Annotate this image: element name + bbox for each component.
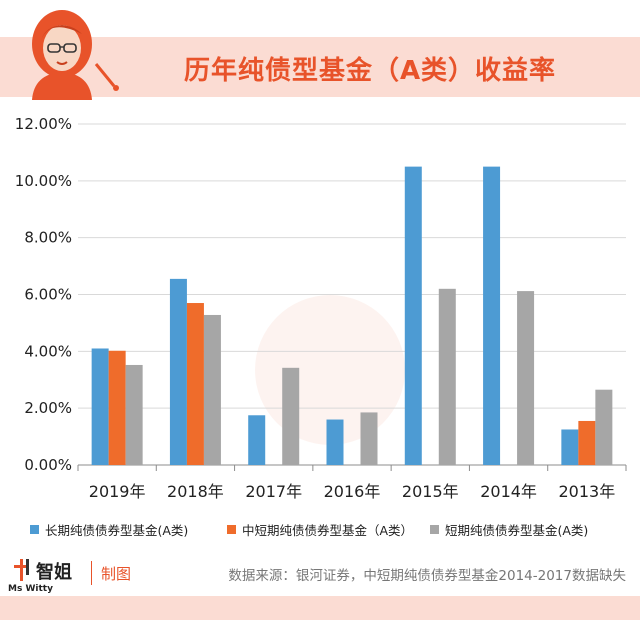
bar	[578, 420, 596, 465]
bottom-strip	[0, 596, 640, 620]
avatar	[32, 10, 119, 100]
y-tick-label: 10.00%	[15, 172, 72, 190]
legend-swatch	[227, 525, 236, 534]
footer: 智姐 Ms Witty 制图 数据来源：银河证券，中短期纯债债券型基金2014-…	[0, 553, 640, 593]
y-tick-label: 8.00%	[24, 229, 72, 247]
title-band	[0, 37, 640, 97]
legend-label: 中短期纯债债券型基金（A类）	[242, 523, 414, 538]
y-tick-label: 2.00%	[24, 399, 72, 417]
y-tick-label: 0.00%	[24, 456, 72, 474]
bar	[438, 288, 456, 465]
data-source: 数据来源：银河证券，中短期纯债债券型基金2014-2017数据缺失	[228, 568, 626, 584]
brand-cn: 智姐	[36, 561, 72, 583]
bar	[561, 429, 579, 465]
x-tick-label: 2016年	[324, 482, 381, 501]
bar	[248, 415, 266, 465]
credit-label: 制图	[101, 565, 132, 583]
bar	[203, 314, 221, 465]
bar	[326, 419, 344, 465]
footer-separator	[91, 561, 92, 585]
x-tick-label: 2015年	[402, 482, 459, 501]
bar-chart: 0.00% 2.00% 4.00% 6.00% 8.00% 10.00% 12.00% 201…	[15, 115, 627, 501]
brand-latin: Ms Witty	[8, 584, 53, 593]
y-tick-label: 6.00%	[24, 286, 72, 304]
legend-item: 长期纯债债券型基金(A类)	[30, 520, 188, 539]
legend-item: 中短期纯债债券型基金（A类）	[227, 520, 413, 539]
bar	[108, 350, 126, 465]
legend: 长期纯债债券型基金(A类) 中短期纯债债券型基金（A类） 短期纯债债券型基金(A类)	[0, 520, 640, 540]
legend-item: 短期纯债债券型基金(A类)	[430, 520, 588, 539]
bar	[483, 166, 501, 465]
bar	[91, 348, 109, 465]
legend-label: 短期纯债债券型基金(A类)	[445, 523, 589, 538]
x-tick-label: 2019年	[89, 482, 146, 501]
x-tick-label: 2018年	[167, 482, 224, 501]
bar	[282, 367, 300, 465]
x-tick-label: 2014年	[480, 482, 537, 501]
y-tick-label: 4.00%	[24, 342, 72, 360]
bar	[517, 291, 535, 465]
bar	[169, 278, 187, 465]
legend-swatch	[430, 525, 439, 534]
y-tick-label: 12.00%	[15, 115, 72, 133]
legend-swatch	[30, 525, 39, 534]
bar	[186, 303, 204, 465]
brand-logo: 智姐 Ms Witty	[8, 559, 72, 593]
bar	[595, 389, 613, 465]
chart-title: 历年纯债型基金（A类）收益率	[183, 56, 557, 86]
bar	[360, 412, 378, 465]
bar	[125, 364, 143, 465]
legend-label: 长期纯债债券型基金(A类)	[45, 523, 189, 538]
bar	[404, 166, 422, 465]
x-tick-label: 2017年	[245, 482, 302, 501]
x-tick-label: 2013年	[558, 482, 615, 501]
